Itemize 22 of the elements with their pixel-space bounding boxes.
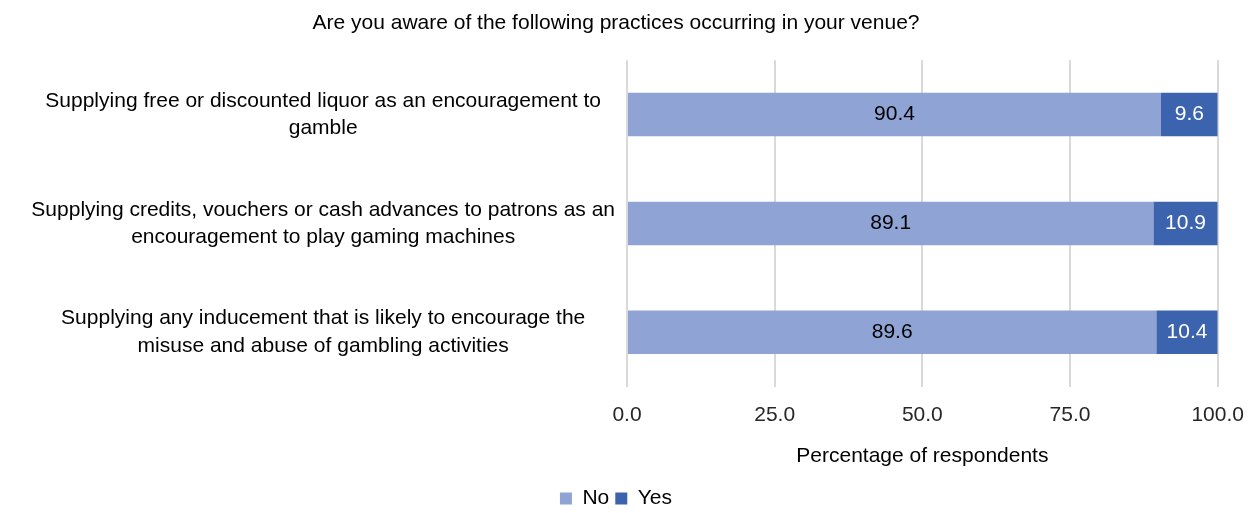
legend-label: Yes [637,485,673,509]
x-axis-title: Percentage of respondents [796,443,1049,467]
x-tick-label: 0.0 [612,402,642,425]
y-tick-label: Supplying any inducement that is likely to encourage the misuse and abuse of gambling activities [61,305,586,356]
y-tick-label: Supplying credits, vouchers or cash advances to patrons as an encouragement to play gaming machines [31,196,615,247]
chart-title: Are you aware of the following practices occurring in your venue? [312,10,920,34]
legend-label: No [582,485,610,509]
data-label: 9.6 [1174,101,1204,125]
x-tick-label: 50.0 [901,402,943,425]
y-tick-label: Supplying free or discounted liquor as an encouragement to gamble [45,87,602,139]
bar [628,92,1162,137]
x-tick-label: 75.0 [1049,402,1091,425]
data-label: 89.6 [871,319,913,342]
x-tick-label: 100.0 [1191,402,1245,425]
x-tick-label: 25.0 [754,402,796,425]
data-label: 10.4 [1166,319,1208,342]
data-label: 10.9 [1165,210,1206,234]
bar [628,201,1154,246]
data-label: 89.1 [870,210,912,234]
bar [628,310,1157,354]
bar [1156,310,1218,354]
data-label: 90.4 [874,101,916,125]
